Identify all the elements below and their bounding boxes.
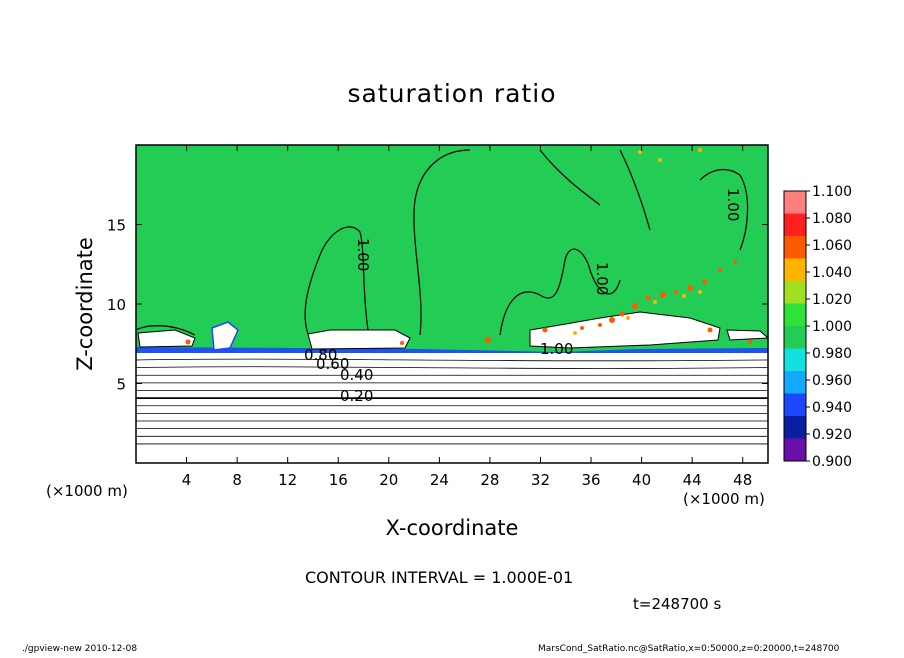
x-tick-label: 4 — [182, 471, 192, 489]
colorbar-swatch — [784, 371, 806, 394]
dry-contours — [135, 358, 769, 445]
cloud-blob-1 — [137, 329, 196, 348]
contour-label-100-c: 1.00 — [724, 188, 742, 221]
colorbar-label: 0.900 — [812, 454, 852, 470]
contour-label-100-d: 1.00 — [540, 340, 573, 358]
contour-interval-label: CONTOUR INTERVAL = 1.000E-01 — [305, 568, 573, 587]
colorbar-swatch — [784, 438, 806, 461]
y-tick-label: 10 — [107, 296, 126, 314]
x-tick-label: 40 — [632, 471, 651, 489]
x-tick-label: 28 — [480, 471, 499, 489]
x-tick-label: 20 — [379, 471, 398, 489]
colorbar-swatch — [784, 303, 806, 326]
colorbar-swatch — [784, 326, 806, 349]
colorbar-label: 1.000 — [812, 319, 852, 335]
x-tick-label: 8 — [232, 471, 242, 489]
y-axis-ticks: 5 10 15 — [107, 217, 768, 394]
colorbar-label: 1.040 — [812, 265, 852, 281]
x-tick-label: 48 — [733, 471, 752, 489]
contour-1.00-lines — [135, 149, 749, 336]
cloud-blob-3 — [529, 311, 721, 349]
supersaturation-speckles — [185, 260, 752, 345]
x-tick-label: 32 — [531, 471, 550, 489]
colorbar-label: 0.960 — [812, 373, 852, 389]
colorbar-label: 1.080 — [812, 211, 852, 227]
y-tick-label: 15 — [107, 217, 126, 235]
cloud-blob-2 — [307, 329, 411, 350]
contour-label-060: 0.60 — [316, 355, 349, 373]
boundary-strip — [136, 347, 768, 353]
x-tick-label: 12 — [278, 471, 297, 489]
heatmap-field — [135, 144, 770, 464]
colorbar-label: 1.060 — [812, 238, 852, 254]
colorbar-swatch — [784, 191, 806, 214]
x-axis-ticks: 4 8 12 16 20 24 28 32 36 40 44 48 — [182, 145, 752, 489]
x-unit-label-left: (×1000 m) — [46, 482, 128, 500]
x-unit-label-right: (×1000 m) — [683, 490, 765, 508]
x-tick-label: 44 — [683, 471, 702, 489]
colorbar-label: 0.920 — [812, 427, 852, 443]
contour-label-080: 0.80 — [304, 346, 337, 364]
contour-label-040: 0.40 — [340, 366, 373, 384]
dry-contour-line — [135, 366, 769, 369]
colorbar-label: 0.940 — [812, 400, 852, 416]
colorbar-swatch — [784, 236, 806, 259]
x-axis-label: X-coordinate — [386, 516, 519, 540]
colorbar: 0.900 0.920 0.940 0.960 0.980 1.000 1.020 1.040… — [783, 184, 852, 470]
colorbar-swatch — [784, 281, 806, 304]
colorbar-swatch — [784, 348, 806, 371]
contour-label-020: 0.20 — [340, 387, 373, 405]
colorbar-label: 1.020 — [812, 292, 852, 308]
colorbar-swatch — [784, 393, 806, 416]
x-tick-label: 16 — [329, 471, 348, 489]
x-tick-label: 24 — [430, 471, 449, 489]
colorbar-swatch — [784, 213, 806, 236]
x-tick-label: 36 — [581, 471, 600, 489]
colorbar-label: 0.980 — [812, 346, 852, 362]
contour-label-100-a: 1.00 — [354, 238, 372, 271]
footer-right: MarsCond_SatRatio.nc@SatRatio,x=0:50000,… — [538, 644, 840, 654]
contour-labels: 0.20 0.40 0.60 0.80 1.00 1.00 1.00 1.00 — [304, 188, 742, 405]
dry-region — [136, 353, 768, 463]
footer-left: ./gpview-new 2010-12-08 — [22, 644, 137, 654]
colorbar-swatch — [784, 416, 806, 439]
yellow-speckles — [573, 148, 702, 335]
colorbar-swatch — [784, 258, 806, 281]
cloud-blob-5 — [211, 321, 239, 351]
chart-title: saturation ratio — [347, 79, 556, 108]
dry-contour-line — [135, 358, 769, 362]
contour-label-100-b: 1.00 — [593, 262, 611, 295]
y-tick-label: 5 — [116, 376, 126, 394]
colorbar-label: 1.100 — [812, 184, 852, 200]
y-axis-label: Z-coordinate — [73, 237, 97, 371]
time-label: t=248700 s — [633, 595, 721, 613]
